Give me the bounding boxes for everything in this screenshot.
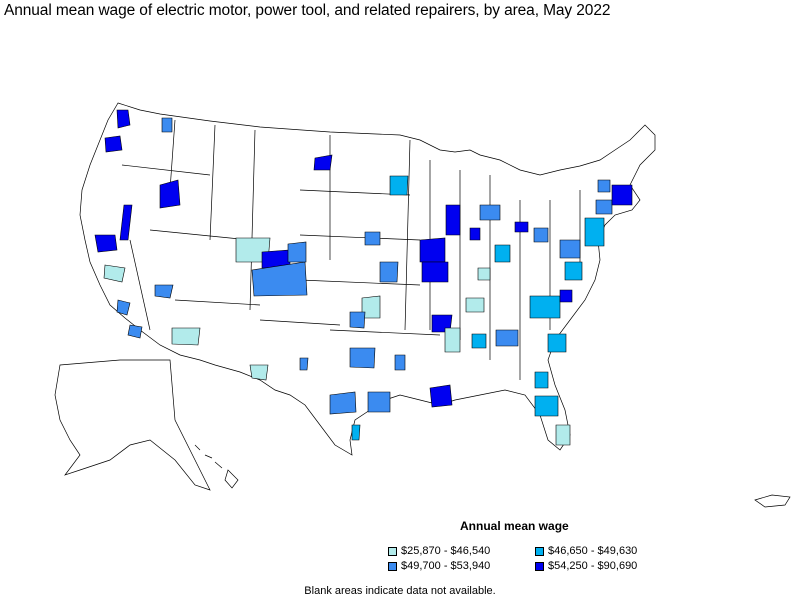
area-kentucky: [477, 267, 491, 281]
area-ok: [349, 311, 366, 329]
area-kansas-city: [379, 261, 399, 283]
area-kansas: [361, 295, 381, 319]
area-portland: [104, 135, 123, 153]
area-tx-south: [351, 424, 361, 441]
map-title: Annual mean wage of electric motor, powe…: [4, 2, 611, 19]
area-san-diego: [127, 324, 143, 339]
area-boston: [611, 184, 633, 206]
area-spokane: [161, 117, 173, 133]
area-chicago: [419, 237, 446, 263]
area-iowa: [364, 231, 381, 246]
area-wisconsin: [445, 204, 461, 236]
legend-item: $46,650 - $49,630: [535, 545, 637, 557]
area-florida-central: [534, 395, 559, 417]
area-nm-tx: [249, 364, 269, 381]
area-ca-central: [103, 264, 126, 283]
area-nevada: [119, 204, 133, 241]
legend-item: $54,250 - $90,690: [535, 560, 637, 572]
legend-item: $25,870 - $46,540: [388, 545, 490, 557]
area-sf: [94, 234, 118, 253]
area-florida-south: [555, 424, 571, 446]
area-boise: [159, 179, 181, 209]
area-dc: [559, 239, 581, 259]
area-ny: [595, 199, 613, 215]
area-tn-east: [465, 297, 485, 313]
alaska-outline: [54, 359, 211, 491]
area-tx-central: [329, 391, 357, 415]
footnote: Blank areas indicate data not available.: [304, 585, 496, 597]
area-nc: [529, 295, 561, 319]
area-tucson: [171, 327, 201, 346]
area-new-orleans: [429, 384, 453, 408]
area-ne-upper: [597, 179, 611, 193]
area-indiana: [469, 227, 481, 241]
area-va-east: [564, 261, 583, 281]
legend-swatch: [388, 561, 397, 571]
wage-areas: [94, 109, 633, 446]
area-co-east: [287, 241, 307, 263]
map-outlines: [54, 102, 791, 508]
area-va: [559, 289, 573, 303]
legend-title: Annual mean wage: [460, 519, 569, 533]
area-florida-north: [534, 371, 549, 389]
area-az-north: [154, 284, 174, 299]
area-seattle: [116, 109, 131, 129]
legend-label: $25,870 - $46,540: [401, 545, 491, 557]
area-colorado: [251, 261, 308, 297]
area-ohio: [494, 244, 511, 263]
area-sc: [547, 333, 567, 353]
area-la: [116, 299, 131, 316]
puerto-rico-outline: [754, 494, 791, 508]
area-michigan: [479, 204, 501, 221]
legend-swatch: [535, 546, 544, 556]
hawaii-outline: [194, 444, 239, 489]
state-lines: [121, 119, 581, 380]
legend-swatch: [535, 561, 544, 571]
area-nashville: [471, 333, 487, 349]
legend-item: $49,700 - $53,940: [388, 560, 490, 572]
area-minneapolis: [389, 175, 409, 196]
area-illinois: [421, 261, 449, 283]
area-la-shreveport: [394, 354, 406, 371]
area-ohio-east: [533, 227, 549, 243]
area-dallas: [349, 347, 376, 369]
area-tx-panhandle: [299, 357, 309, 371]
area-detroit: [514, 221, 529, 233]
area-montana-nd: [313, 154, 333, 171]
area-houston: [367, 391, 391, 413]
area-atlanta: [495, 329, 519, 347]
area-pa: [584, 217, 605, 247]
legend-label: $54,250 - $90,690: [548, 560, 638, 572]
area-tn-west: [444, 327, 461, 353]
legend-swatch: [388, 546, 397, 556]
legend-label: $49,700 - $53,940: [401, 560, 491, 572]
legend-label: $46,650 - $49,630: [548, 545, 638, 557]
